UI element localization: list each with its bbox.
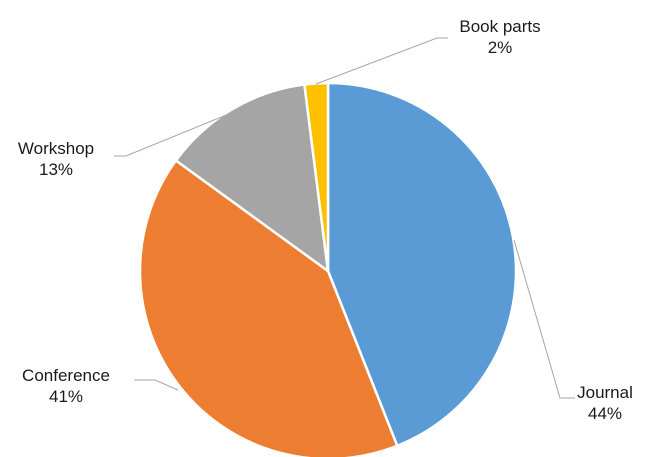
slice-label-conference: Conference bbox=[22, 366, 110, 385]
slice-percent-workshop: 13% bbox=[39, 160, 73, 179]
slice-label-workshop: Workshop bbox=[18, 139, 94, 158]
leader-line-book-parts bbox=[316, 38, 448, 84]
slice-percent-conference: 41% bbox=[49, 387, 83, 406]
slice-percent-book-parts: 2% bbox=[488, 38, 513, 57]
leader-line-conference bbox=[134, 380, 178, 390]
slice-label-journal: Journal bbox=[577, 383, 633, 402]
slice-percent-journal: 44% bbox=[588, 404, 622, 423]
slice-label-book-parts: Book parts bbox=[459, 17, 540, 36]
leader-line-journal bbox=[514, 240, 575, 398]
pie-slices bbox=[140, 83, 516, 457]
